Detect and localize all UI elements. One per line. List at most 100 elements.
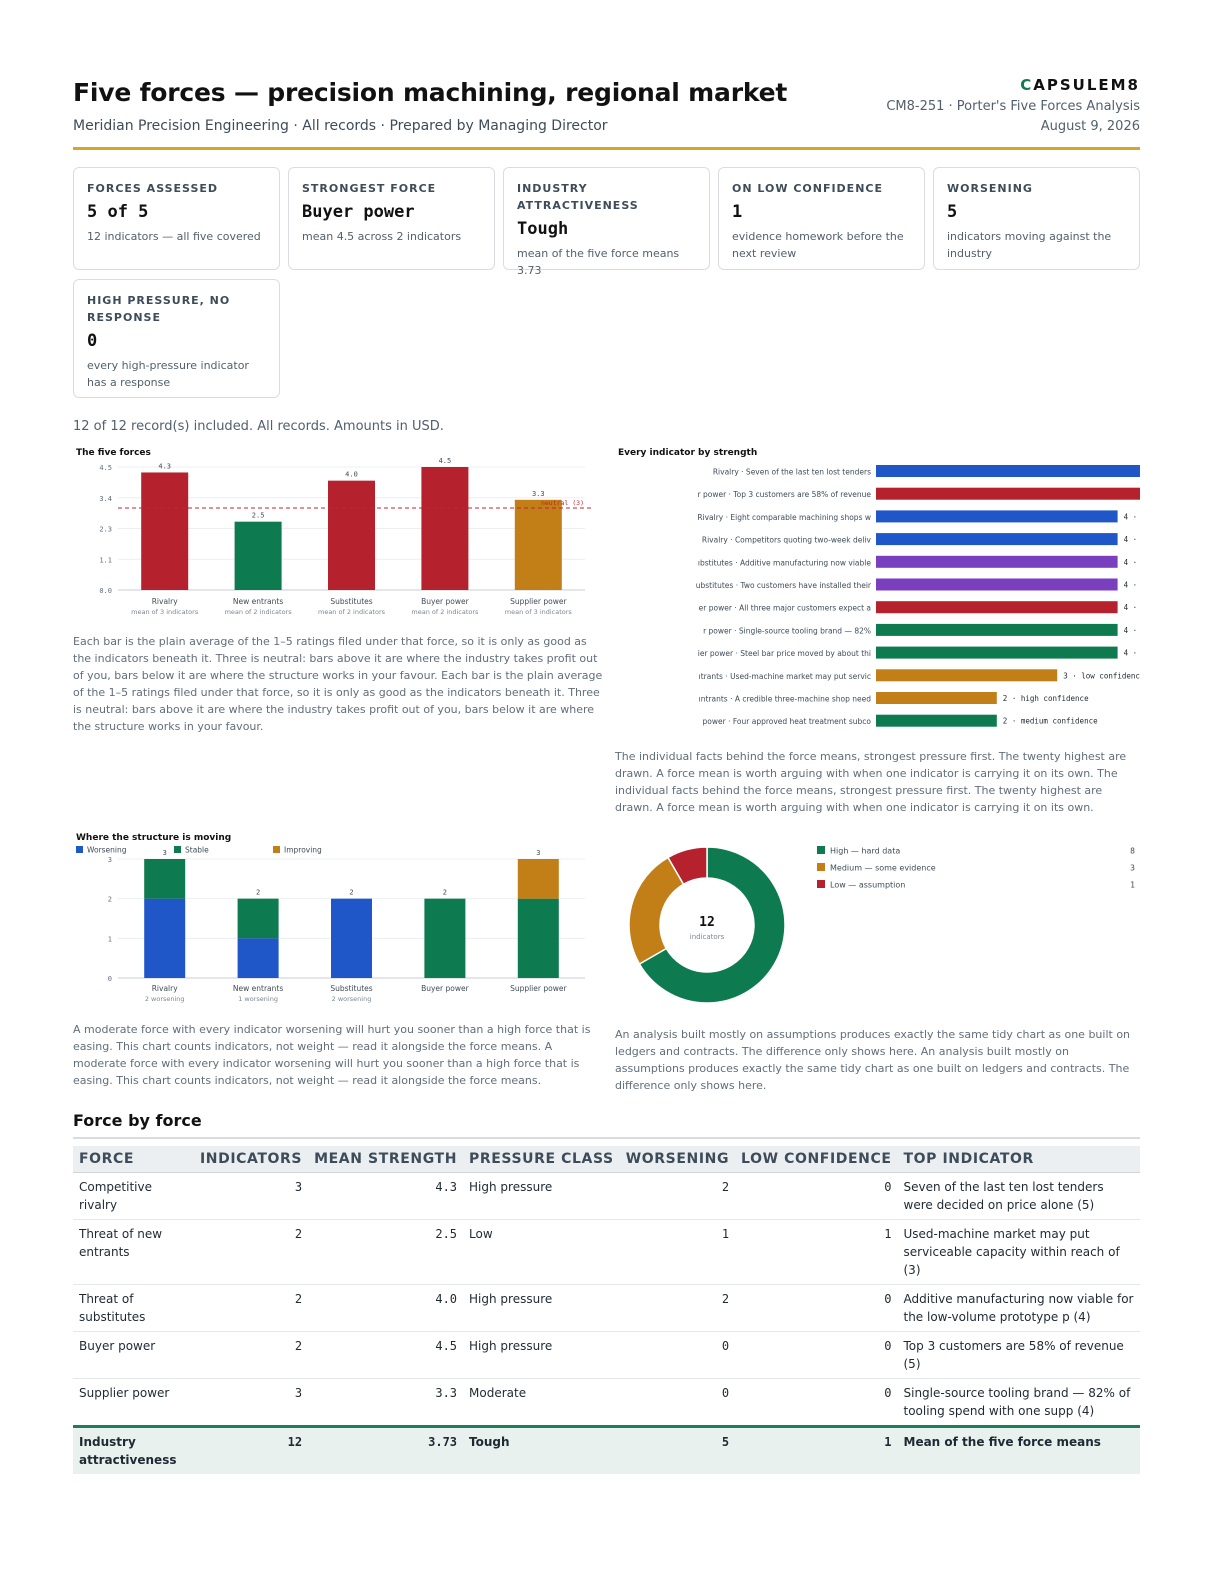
indicator-value-label: 3 · low confidence — [1063, 671, 1140, 680]
x-tick-label: Substitutes — [330, 597, 372, 606]
brand-mark: C — [1020, 76, 1034, 94]
cell-worsening: 0 — [619, 1331, 736, 1379]
x-tick-label: Buyer power — [421, 984, 470, 993]
indicator-bar — [876, 669, 1058, 682]
x-tick-sublabel: 2 worsening — [145, 995, 185, 1003]
col-low-confidence: LOW CONFIDENCE — [735, 1146, 898, 1173]
kpi-note: every high-pressure indicator has a resp… — [87, 359, 249, 389]
kpi-label: HIGH PRESSURE, NO RESPONSE — [87, 294, 231, 324]
confidence-caption: An analysis built mostly on assumptions … — [615, 1028, 1131, 1092]
kpi-label: ON LOW CONFIDENCE — [732, 182, 883, 195]
structure-moving-stacked-chart: Where the structure is moving Worsening St… — [76, 833, 585, 1003]
donut-center-label: indicators — [690, 933, 725, 941]
stacked-segment-stable — [237, 898, 279, 939]
brand-logo: CAPSULEM8 — [1020, 76, 1140, 94]
legend-swatch — [817, 863, 825, 871]
bar-buyer-power — [421, 467, 469, 590]
donut-slice — [628, 856, 685, 966]
col-indicators: INDICATORS — [194, 1146, 309, 1173]
kpi-card-high-pressure-no-response: HIGH PRESSURE, NO RESPONSE 0 every high-… — [73, 279, 280, 398]
indicator-value-label: 4 · high confidence — [1124, 603, 1140, 612]
stacked-segment-worsening — [237, 938, 279, 978]
kpi-card-strongest-force: STRONGEST FORCE Buyer power mean 4.5 acr… — [288, 167, 495, 270]
five-forces-caption: Each bar is the plain average of the 1–5… — [73, 635, 603, 733]
indicator-label: ier power · Steel bar price moved by abo… — [698, 649, 871, 658]
y-tick-label: 2.3 — [99, 526, 112, 534]
force-by-force-table: FORCE INDICATORS MEAN STRENGTH PRESSURE … — [73, 1146, 1140, 1474]
legend-swatch — [273, 846, 280, 853]
indicator-bar — [876, 646, 1118, 659]
y-tick-label: 2 — [108, 896, 112, 904]
y-tick-label: 0.0 — [99, 587, 112, 595]
bar-rivalry — [141, 472, 189, 590]
bar-total-label: 3 — [536, 849, 540, 857]
table-row: Threat of new entrants 2 2.5 Low 1 1 Use… — [73, 1219, 1140, 1285]
chart-title: Where the structure is moving — [76, 833, 231, 843]
bar-value-label: 4.0 — [345, 471, 358, 479]
legend-value: 1 — [1130, 881, 1135, 890]
cell-mean: 3.73 — [308, 1425, 464, 1474]
kpi-card-low-confidence: ON LOW CONFIDENCE 1 evidence homework be… — [718, 167, 925, 270]
y-tick-label: 3.4 — [99, 495, 112, 503]
cell-worsening: 1 — [619, 1219, 736, 1285]
cell-worsening: 2 — [619, 1172, 736, 1220]
cell-mean: 2.5 — [308, 1219, 464, 1285]
kpi-value: 0 — [87, 331, 98, 351]
y-tick-label: 0 — [108, 975, 112, 983]
indicator-bar — [876, 578, 1118, 591]
col-mean-strength: MEAN STRENGTH — [308, 1146, 464, 1173]
cell-pressure: Moderate — [463, 1378, 620, 1427]
table-total-row: Industry attractiveness 12 3.73 Tough 5 … — [73, 1425, 1140, 1474]
bar-supplier-power — [514, 499, 562, 590]
indicator-bar — [876, 692, 997, 704]
x-tick-label: New entrants — [233, 984, 283, 993]
cell-low-confidence: 0 — [735, 1172, 898, 1220]
bar-value-label: 4.5 — [439, 457, 452, 465]
legend-swatch — [817, 880, 825, 888]
cell-mean: 3.3 — [308, 1378, 464, 1427]
x-tick-sublabel: 2 worsening — [332, 995, 372, 1003]
indicator-label: Rivalry · Seven of the last ten lost ten… — [713, 468, 871, 477]
col-top-indicator: TOP INDICATOR — [897, 1146, 1140, 1173]
x-tick-sublabel: mean of 2 indicators — [411, 608, 479, 616]
brand-name: APSULEM8 — [1033, 76, 1140, 94]
y-tick-label: 1 — [108, 935, 112, 943]
cell-indicators: 2 — [194, 1284, 309, 1332]
indicator-label: ıtrants · Used-machine market may put se… — [699, 672, 871, 681]
records-note: 12 of 12 record(s) included. All records… — [73, 419, 444, 434]
indicator-bar — [876, 623, 1118, 636]
kpi-value: 5 — [947, 202, 958, 222]
kpi-label: INDUSTRY ATTRACTIVENESS — [517, 182, 639, 212]
legend-label: Improving — [284, 846, 322, 855]
cell-pressure: Tough — [463, 1425, 620, 1474]
cell-force: Industry attractiveness — [73, 1425, 194, 1474]
cell-worsening: 5 — [619, 1425, 736, 1474]
cell-indicators: 3 — [194, 1172, 309, 1220]
indicator-label: ıbstitutes · Additive manufacturing now … — [698, 558, 872, 567]
stacked-segment-worsening — [144, 898, 186, 978]
cell-mean: 4.3 — [308, 1172, 464, 1220]
x-tick-sublabel: 1 worsening — [238, 995, 278, 1003]
chart-title: Every indicator by strength — [618, 448, 757, 458]
x-tick-label: New entrants — [233, 597, 283, 606]
table-row: Supplier power 3 3.3 Moderate 0 0 Single… — [73, 1378, 1140, 1427]
col-worsening: WORSENING — [619, 1146, 736, 1173]
x-tick-sublabel: mean of 3 indicators — [505, 608, 573, 616]
indicator-bar — [876, 533, 1118, 546]
force-table-title: Force by force — [73, 1111, 1140, 1139]
legend-label: Worsening — [87, 846, 127, 855]
page-subtitle: Meridian Precision Engineering · All rec… — [73, 118, 608, 134]
cell-mean: 4.5 — [308, 1331, 464, 1379]
cell-top-indicator: Additive manufacturing now viable for th… — [897, 1284, 1140, 1332]
page-title: Five forces — precision machining, regio… — [73, 78, 788, 107]
bar-substitutes — [328, 480, 375, 590]
donut-slice — [638, 846, 786, 1004]
stacked-segment-stable — [144, 859, 186, 899]
legend-value: 8 — [1130, 847, 1135, 856]
indicator-label: r power · Top 3 customers are 58% of rev… — [698, 490, 872, 499]
table-row: Threat of substitutes 2 4.0 High pressur… — [73, 1284, 1140, 1332]
table-row: Buyer power 2 4.5 High pressure 0 0 Top … — [73, 1331, 1140, 1379]
indicator-value-label: 4 · medium confider — [1124, 558, 1140, 567]
indicator-label: Rivalry · Eight comparable machining sho… — [697, 513, 871, 522]
stacked-segment-worsening — [331, 898, 372, 978]
